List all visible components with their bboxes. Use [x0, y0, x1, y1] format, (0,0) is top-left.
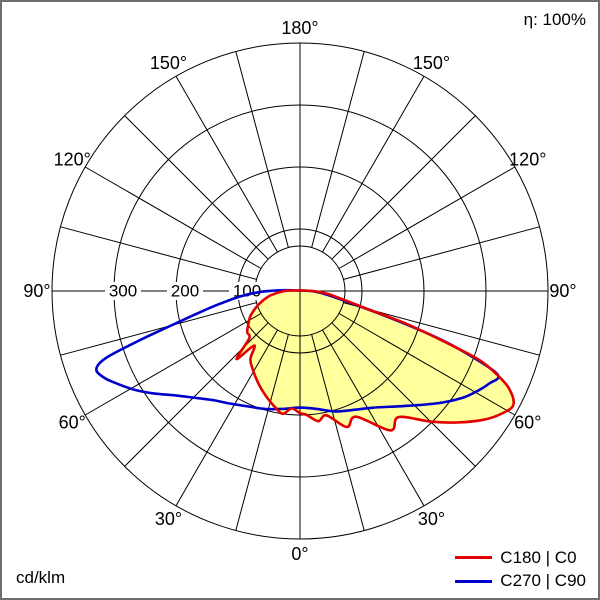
legend: C180 | C0 C270 | C90: [455, 547, 586, 591]
grid-spoke: [338, 313, 516, 416]
angle-label: 60°: [59, 413, 86, 433]
radial-tick-label: 200: [171, 282, 199, 301]
angle-label: 150°: [413, 53, 450, 73]
grid-spoke: [338, 166, 516, 269]
grid-spoke: [175, 329, 278, 507]
grid-spoke: [60, 226, 257, 280]
efficiency-label: η: 100%: [523, 10, 586, 29]
grid-spoke: [331, 115, 476, 260]
grid-spoke: [343, 226, 540, 280]
radial-tick-bg: [229, 282, 265, 300]
radial-tick-label: 300: [109, 282, 137, 301]
grid-spoke: [84, 313, 262, 416]
grid-spoke: [331, 322, 476, 467]
grid-spoke: [322, 329, 425, 507]
radial-tick-bg: [105, 282, 141, 300]
angle-label: 150°: [150, 53, 187, 73]
legend-label-c180-c0: C180 | C0: [500, 547, 577, 567]
grid-spoke: [60, 302, 257, 356]
series-fill: [236, 290, 514, 431]
legend-label-c270-c90: C270 | C90: [500, 571, 586, 591]
units-label: cd/klm: [16, 568, 66, 587]
grid-spoke: [311, 51, 365, 248]
legend-item-c180-c0: C180 | C0: [455, 547, 586, 568]
grid-spoke: [175, 75, 278, 253]
grid-spoke: [311, 334, 365, 531]
legend-line-blue-icon: [455, 580, 493, 584]
radial-tick-bg: [167, 282, 203, 300]
polar-grid: [51, 42, 549, 540]
grid-spoke: [322, 75, 425, 253]
legend-line-red-icon: [455, 556, 493, 560]
curve-c180-c0: [235, 289, 516, 432]
legend-item-c270-c90: C270 | C90: [455, 572, 586, 591]
grid-spoke: [235, 334, 289, 531]
angle-label: 0°: [291, 544, 308, 564]
angle-label: 60°: [514, 413, 541, 433]
angle-label: 30°: [418, 509, 445, 529]
angle-label: 90°: [23, 281, 50, 301]
angle-label: 120°: [509, 150, 546, 170]
grid-spoke: [84, 166, 262, 269]
chart-labels: 0° 30° 30° 60° 60° 90° 90° 120° 120° 150° 150° 180°…: [23, 18, 576, 564]
angle-label: 180°: [281, 18, 318, 38]
angle-label: 90°: [549, 281, 576, 301]
angle-label: 30°: [155, 509, 182, 529]
grid-spoke: [235, 51, 289, 248]
grid-spoke: [124, 115, 269, 260]
angle-label: 120°: [54, 150, 91, 170]
